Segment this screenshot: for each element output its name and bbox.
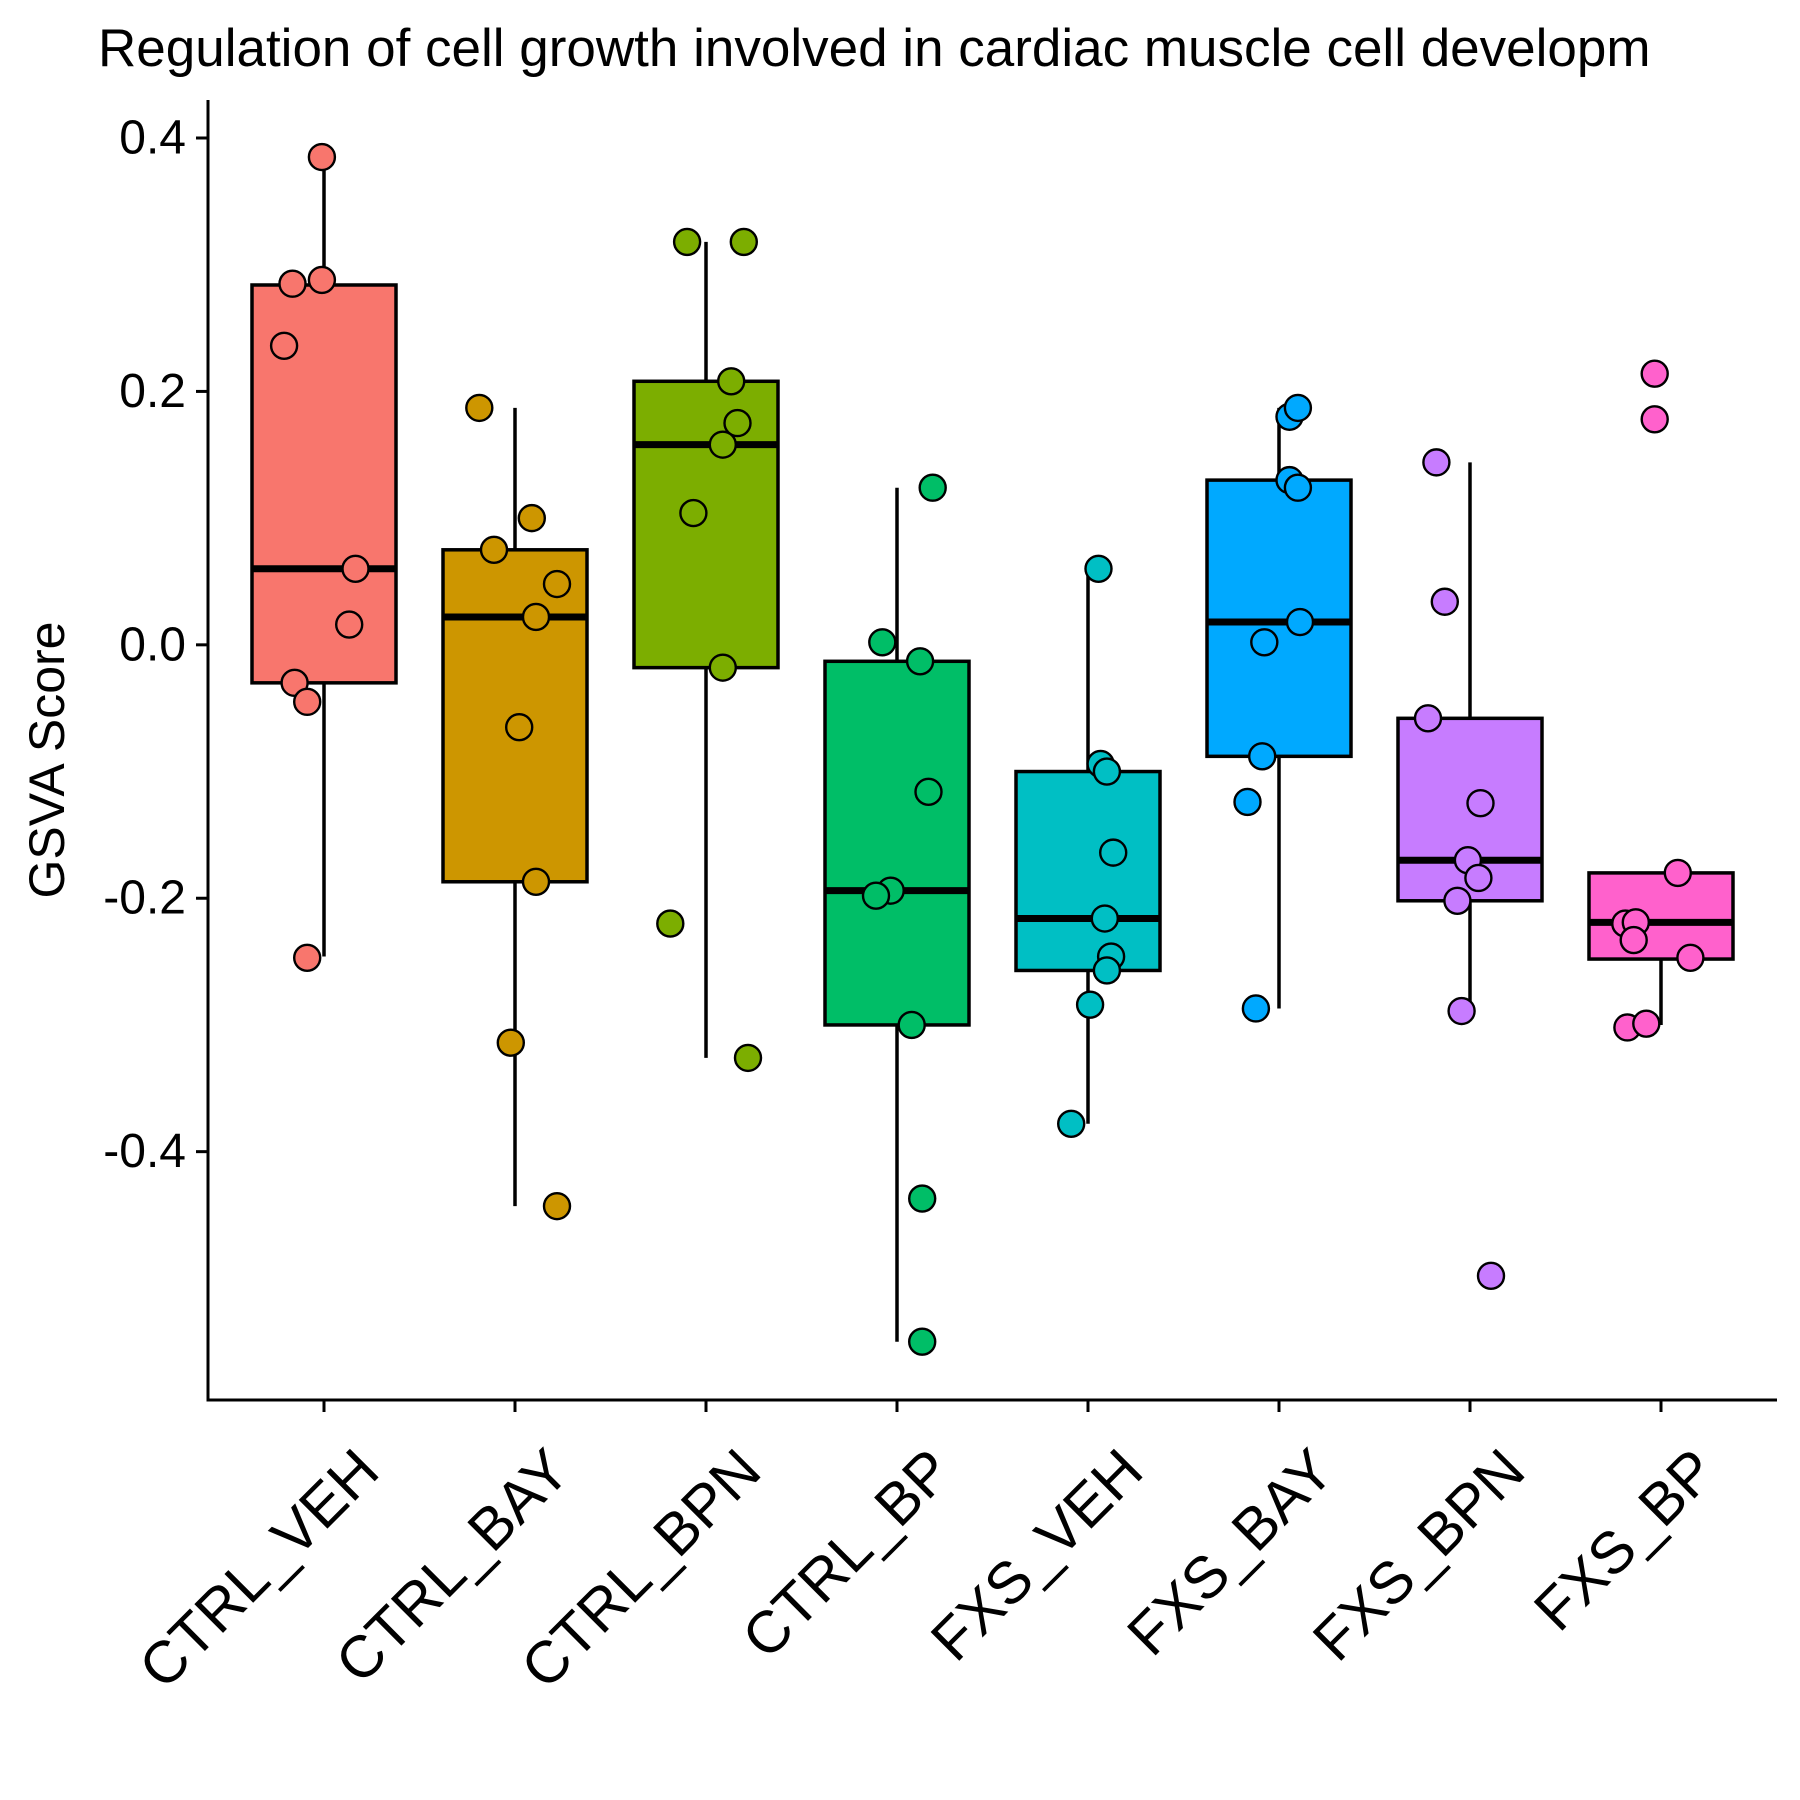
data-point-fxs-veh [1056, 1109, 1086, 1138]
y-tick-label: -0.2 [103, 872, 186, 925]
box-group-ctrl-veh [250, 142, 398, 972]
data-point-fxs-bay [1283, 473, 1313, 502]
data-point-fxs-veh [1092, 956, 1122, 985]
data-point-ctrl-bay [505, 712, 534, 742]
data-point-fxs-veh [1092, 757, 1122, 786]
data-point-ctrl-veh [335, 610, 364, 639]
data-point-ctrl-bay [542, 1191, 572, 1221]
box-fxs-veh [1014, 769, 1162, 973]
box-fxs-bay [1205, 478, 1353, 759]
data-point-ctrl-veh [307, 142, 337, 172]
data-point-ctrl-bpn [679, 498, 708, 528]
data-point-ctrl-bay [521, 867, 551, 896]
data-point-fxs-bay [1283, 393, 1313, 423]
data-point-ctrl-veh [341, 554, 370, 584]
data-point-fxs-bay [1241, 994, 1271, 1023]
data-point-fxs-bay [1250, 628, 1279, 657]
data-point-fxs-bp [1640, 359, 1669, 388]
y-tick-label: 0.0 [119, 618, 186, 671]
data-point-ctrl-veh [307, 265, 337, 295]
plot-area [250, 142, 1735, 1356]
data-point-ctrl-bp [918, 473, 947, 502]
data-point-fxs-bpn [1443, 886, 1472, 915]
data-point-ctrl-bp [897, 1010, 926, 1040]
data-point-ctrl-bpn [729, 227, 758, 257]
data-point-fxs-bpn [1466, 789, 1495, 818]
box-group-fxs-bpn [1396, 448, 1544, 1291]
data-point-ctrl-bp [905, 647, 935, 676]
data-point-fxs-bay [1233, 787, 1262, 817]
data-point-ctrl-bay [521, 602, 551, 632]
data-point-ctrl-bay [465, 393, 494, 423]
data-point-ctrl-bpn [656, 909, 685, 938]
data-point-ctrl-bp [908, 1184, 937, 1213]
data-point-ctrl-bpn [717, 367, 746, 396]
data-point-fxs-veh [1075, 990, 1105, 1019]
box-group-ctrl-bp [823, 473, 971, 1356]
data-point-fxs-veh [1090, 904, 1120, 933]
data-point-fxs-bp [1663, 858, 1693, 888]
data-point-fxs-bay [1285, 607, 1315, 637]
y-tick-label: -0.4 [103, 1125, 186, 1178]
data-point-fxs-bp [1619, 925, 1648, 955]
data-point-ctrl-bpn [672, 227, 702, 257]
data-point-ctrl-bay [542, 569, 572, 599]
y-axis-title: GSVA Score [19, 622, 75, 899]
data-point-fxs-bpn [1464, 863, 1493, 893]
data-point-ctrl-bpn [708, 653, 737, 682]
data-point-ctrl-bpn [733, 1043, 763, 1073]
box-ctrl-bp [823, 659, 971, 1027]
box-group-fxs-bay [1205, 393, 1353, 1023]
x-tick-label-fxs-bp: FXS_BP [1522, 1437, 1729, 1644]
x-tick-label-fxs-bpn: FXS_BPN [1300, 1437, 1537, 1674]
x-tick-label-fxs-veh: FXS_VEH [918, 1437, 1155, 1674]
data-point-ctrl-veh [278, 269, 307, 298]
data-point-ctrl-bp [868, 628, 897, 657]
data-point-ctrl-bp [914, 777, 943, 807]
data-point-fxs-veh [1084, 554, 1113, 584]
box-group-fxs-bp [1587, 359, 1735, 1042]
data-point-fxs-bpn [1430, 587, 1460, 616]
data-point-fxs-bpn [1413, 704, 1443, 733]
data-point-ctrl-veh [293, 943, 322, 972]
y-tick-label: 0.2 [119, 365, 186, 418]
data-point-ctrl-bpn [723, 408, 752, 438]
data-point-fxs-bay [1247, 742, 1277, 771]
data-point-fxs-bp [1640, 405, 1669, 434]
box-fxs-bp [1587, 871, 1735, 961]
data-point-ctrl-bay [517, 503, 546, 533]
data-point-fxs-bpn [1476, 1261, 1506, 1291]
box-group-ctrl-bay [441, 393, 589, 1221]
data-point-ctrl-veh [293, 687, 322, 717]
box-group-ctrl-bpn [632, 227, 780, 1073]
data-point-ctrl-bp [908, 1327, 937, 1356]
data-point-fxs-bpn [1422, 448, 1451, 477]
data-point-ctrl-bay [479, 535, 509, 565]
box-ctrl-bpn [632, 379, 780, 670]
data-point-fxs-bp [1676, 943, 1705, 972]
chart-title: Regulation of cell growth involved in ca… [98, 19, 1651, 78]
data-point-ctrl-bp [861, 881, 891, 910]
data-point-fxs-bp [1632, 1009, 1661, 1038]
y-tick-label: 0.4 [119, 112, 186, 165]
data-point-fxs-bpn [1447, 996, 1476, 1026]
data-point-ctrl-veh [269, 331, 299, 361]
box-group-fxs-veh [1014, 554, 1162, 1138]
data-point-ctrl-bpn [708, 430, 737, 459]
data-point-fxs-veh [1098, 838, 1128, 867]
data-point-ctrl-bay [496, 1028, 525, 1057]
